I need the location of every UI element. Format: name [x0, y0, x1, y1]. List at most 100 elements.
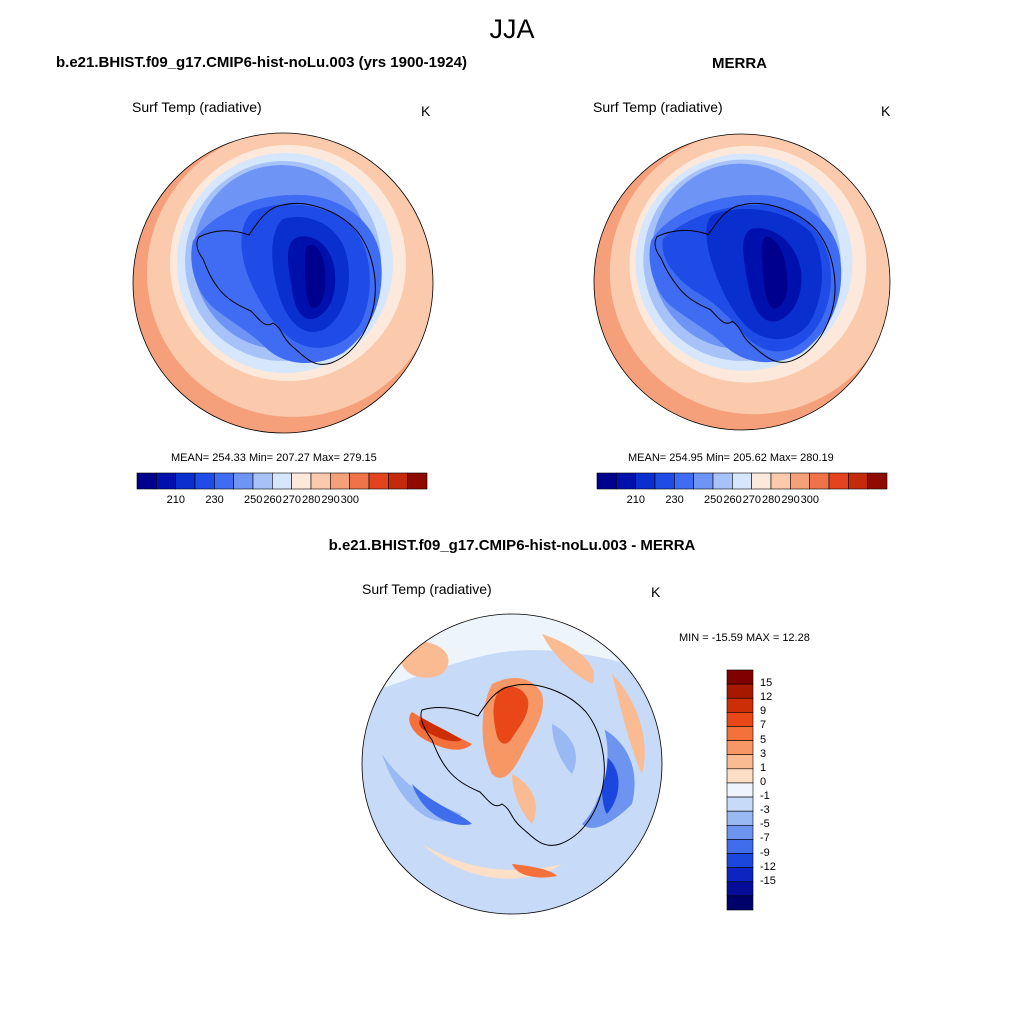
model-colorbar-swatch: [291, 472, 312, 490]
diff-colorbar-tick-label: -1: [760, 790, 770, 803]
diff-colorbar-tick-label: -7: [760, 832, 770, 845]
obs-variable-label: Surf Temp (radiative): [593, 99, 723, 115]
diff-variable-label: Surf Temp (radiative): [362, 581, 492, 597]
diff-colorbar-swatch: [726, 740, 754, 756]
diff-colorbar-swatch: [726, 796, 754, 812]
model-colorbar-swatch: [407, 472, 428, 490]
obs-colorbar-swatch: [654, 472, 675, 490]
model-colorbar-swatch: [368, 472, 389, 490]
obs-colorbar-ticks: 210 230 250 260 270 280 290 300: [597, 494, 887, 508]
model-panel-title: b.e21.BHIST.f09_g17.CMIP6-hist-noLu.003 …: [56, 54, 467, 71]
obs-colorbar-swatch: [790, 472, 810, 490]
diff-colorbar-swatch: [726, 754, 754, 770]
obs-colorbar-swatch: [635, 472, 656, 490]
obs-colorbar-tick-label: 290: [781, 494, 800, 506]
obs-polar-map: [593, 133, 891, 431]
obs-colorbar-tick-label: 270: [742, 494, 762, 506]
diff-colorbar-swatch: [726, 683, 754, 699]
obs-stats: MEAN= 254.95 Min= 205.62 Max= 280.19: [628, 452, 834, 464]
model-colorbar-tick-label: 260: [263, 494, 282, 506]
model-colorbar-tick-label: 270: [282, 494, 302, 506]
model-colorbar-swatch: [194, 472, 215, 490]
diff-colorbar-swatch: [726, 669, 754, 685]
model-colorbar-ticks: 210 230 250 260 270 280 290 300: [137, 494, 427, 508]
obs-colorbar-tick-label: 300: [800, 494, 820, 506]
diff-colorbar-swatch: [726, 824, 754, 840]
diff-colorbar-tick-label: 3: [760, 747, 767, 760]
diff-colorbar-tick-label: 15: [760, 677, 773, 690]
obs-colorbar-swatch: [828, 472, 849, 490]
diff-colorbar-swatch: [726, 712, 754, 727]
diff-colorbar-swatch: [726, 782, 754, 798]
model-colorbar-tick-label: 210: [166, 494, 186, 506]
diff-stats: MIN = -15.59 MAX = 12.28: [679, 632, 810, 644]
diff-colorbar-tick-label: 9: [760, 705, 767, 718]
model-colorbar-swatch: [136, 472, 157, 490]
model-colorbar-swatch: [175, 472, 196, 490]
diff-colorbar-tick-label: -12: [760, 860, 776, 873]
model-colorbar-swatch: [156, 472, 176, 490]
model-colorbar-swatch: [349, 472, 370, 490]
model-colorbar-tick-label: 280: [302, 494, 321, 506]
diff-colorbar-swatch: [726, 853, 754, 868]
diff-colorbar-tick-label: -3: [760, 804, 770, 817]
model-colorbar-tick-label: 290: [321, 494, 340, 506]
model-colorbar-swatch: [310, 472, 331, 490]
diff-colorbar-tick-label: 5: [760, 733, 767, 746]
model-colorbar-swatch: [233, 472, 254, 490]
diff-polar-map: [361, 613, 663, 915]
diff-colorbar-swatch: [726, 895, 754, 911]
model-units-label: K: [421, 103, 431, 119]
model-polar-map: [132, 132, 434, 434]
obs-colorbar-tick-label: 230: [665, 494, 684, 506]
model-colorbar-swatch: [214, 472, 234, 490]
model-variable-label: Surf Temp (radiative): [132, 99, 262, 115]
diff-colorbar-tick-label: -15: [760, 874, 776, 887]
obs-colorbar-swatch: [693, 472, 714, 490]
diff-colorbar-tick-label: -5: [760, 818, 770, 831]
diff-units-label: K: [651, 584, 661, 600]
diff-colorbar-swatch: [726, 697, 754, 713]
obs-panel-title: MERRA: [712, 55, 767, 72]
diff-panel-title: b.e21.BHIST.f09_g17.CMIP6-hist-noLu.003 …: [328, 537, 696, 554]
obs-colorbar-swatch: [867, 472, 888, 490]
model-colorbar-swatch: [330, 472, 350, 490]
diff-colorbar-ticks: 15 12 9 7 5 3 1 0 -1 -3 -5 -7 -9 -12 -15: [760, 670, 800, 910]
model-colorbar-swatch: [272, 472, 292, 490]
obs-colorbar-swatch: [770, 472, 791, 490]
obs-colorbar-swatch: [674, 472, 694, 490]
model-stats: MEAN= 254.33 Min= 207.27 Max= 279.15: [171, 452, 377, 464]
diff-colorbar: [726, 669, 754, 911]
diff-colorbar-tick-label: 0: [760, 775, 767, 788]
obs-colorbar: [596, 472, 888, 490]
model-colorbar-swatch: [252, 472, 273, 490]
figure-title: JJA: [489, 14, 535, 44]
diff-colorbar-swatch: [726, 839, 754, 854]
model-colorbar-tick-label: 250: [244, 494, 263, 506]
diff-colorbar-tick-label: 12: [760, 691, 773, 704]
obs-colorbar-swatch: [809, 472, 830, 490]
obs-colorbar-swatch: [616, 472, 636, 490]
diff-colorbar-swatch: [726, 810, 754, 826]
model-colorbar-swatch: [388, 472, 408, 490]
diff-colorbar-tick-label: -9: [760, 846, 770, 859]
diff-colorbar-swatch: [726, 768, 754, 784]
diff-colorbar-tick-label: 1: [760, 761, 767, 774]
model-colorbar-tick-label: 300: [340, 494, 360, 506]
obs-colorbar-swatch: [751, 472, 772, 490]
model-colorbar: [136, 472, 428, 490]
obs-colorbar-tick-label: 250: [704, 494, 723, 506]
obs-colorbar-swatch: [732, 472, 752, 490]
obs-colorbar-tick-label: 280: [762, 494, 781, 506]
diff-colorbar-tick-label: 7: [760, 719, 767, 732]
model-colorbar-tick-label: 230: [205, 494, 224, 506]
obs-colorbar-swatch: [848, 472, 868, 490]
obs-units-label: K: [881, 103, 891, 119]
obs-colorbar-swatch: [712, 472, 733, 490]
diff-colorbar-swatch: [726, 867, 754, 883]
obs-colorbar-swatch: [596, 472, 617, 490]
diff-colorbar-swatch: [726, 881, 754, 897]
obs-colorbar-tick-label: 210: [626, 494, 646, 506]
obs-colorbar-tick-label: 260: [723, 494, 742, 506]
diff-colorbar-swatch: [726, 726, 754, 741]
